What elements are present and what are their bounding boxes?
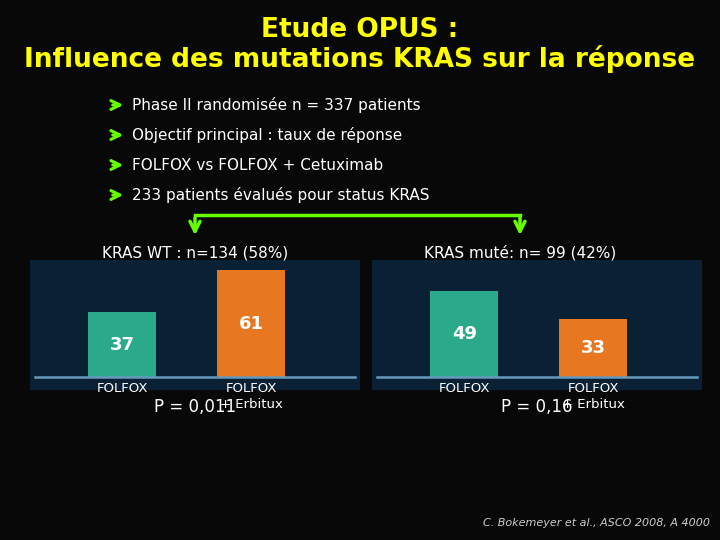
Text: FOLFOX vs FOLFOX + Cetuximab: FOLFOX vs FOLFOX + Cetuximab bbox=[132, 158, 383, 172]
Text: FOLFOX
+ Erbitux: FOLFOX + Erbitux bbox=[220, 382, 282, 411]
Text: P = 0,011: P = 0,011 bbox=[154, 398, 236, 416]
Bar bbox=[30, 260, 360, 390]
Bar bbox=[89, 312, 156, 377]
Bar bbox=[372, 260, 702, 390]
Text: 37: 37 bbox=[110, 335, 135, 354]
Text: Etude OPUS :: Etude OPUS : bbox=[261, 17, 459, 43]
Text: KRAS muté: n= 99 (42%): KRAS muté: n= 99 (42%) bbox=[424, 245, 616, 260]
Text: FOLFOX: FOLFOX bbox=[96, 382, 148, 395]
Bar bbox=[559, 319, 627, 377]
Text: FOLFOX: FOLFOX bbox=[438, 382, 490, 395]
Text: 61: 61 bbox=[238, 314, 264, 333]
Text: 233 patients évalués pour status KRAS: 233 patients évalués pour status KRAS bbox=[132, 187, 430, 203]
Text: 49: 49 bbox=[452, 325, 477, 343]
Bar bbox=[217, 270, 285, 377]
Text: P = 0,16: P = 0,16 bbox=[501, 398, 572, 416]
Text: Phase II randomisée n = 337 patients: Phase II randomisée n = 337 patients bbox=[132, 97, 420, 113]
Text: Objectif principal : taux de réponse: Objectif principal : taux de réponse bbox=[132, 127, 402, 143]
Text: Influence des mutations KRAS sur la réponse: Influence des mutations KRAS sur la répo… bbox=[24, 45, 696, 73]
Text: C. Bokemeyer et al., ASCO 2008, A 4000: C. Bokemeyer et al., ASCO 2008, A 4000 bbox=[483, 518, 710, 528]
Text: KRAS WT : n=134 (58%): KRAS WT : n=134 (58%) bbox=[102, 245, 288, 260]
Bar bbox=[431, 291, 498, 377]
Text: 33: 33 bbox=[580, 339, 606, 357]
Text: FOLFOX
+ Erbitux: FOLFOX + Erbitux bbox=[562, 382, 624, 411]
